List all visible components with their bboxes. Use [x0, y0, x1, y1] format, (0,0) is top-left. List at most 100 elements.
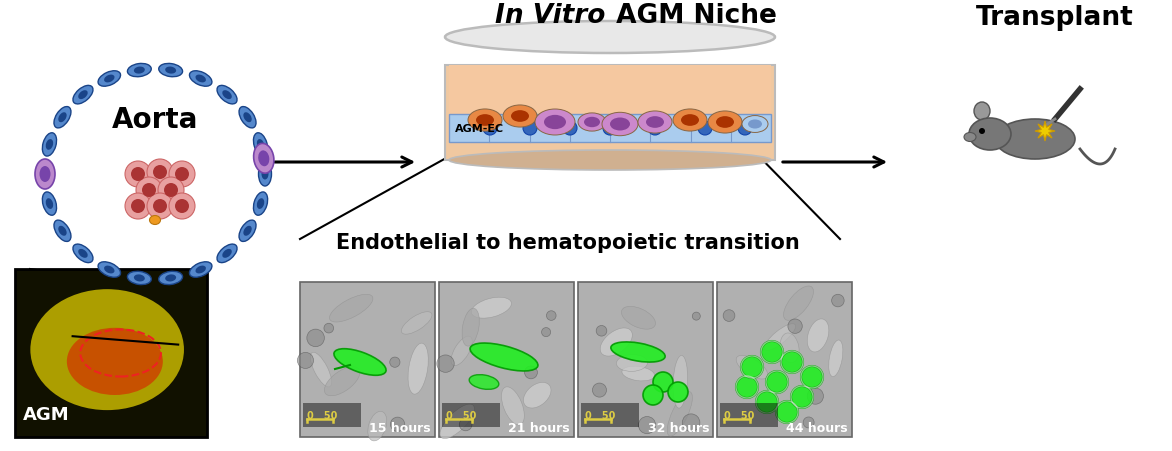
Circle shape	[146, 193, 173, 220]
Ellipse shape	[995, 120, 1075, 160]
Ellipse shape	[368, 411, 387, 441]
Ellipse shape	[681, 115, 699, 127]
Ellipse shape	[165, 275, 176, 282]
Ellipse shape	[611, 342, 666, 362]
Ellipse shape	[609, 118, 631, 131]
Circle shape	[546, 311, 556, 321]
Circle shape	[525, 366, 538, 379]
Circle shape	[791, 386, 813, 408]
Ellipse shape	[451, 336, 472, 366]
Circle shape	[323, 323, 334, 333]
Ellipse shape	[54, 107, 71, 129]
Ellipse shape	[462, 308, 479, 346]
Ellipse shape	[602, 113, 638, 136]
Ellipse shape	[524, 382, 551, 408]
Circle shape	[723, 310, 735, 322]
Ellipse shape	[511, 111, 529, 123]
Ellipse shape	[104, 75, 115, 83]
Ellipse shape	[969, 119, 1011, 151]
Ellipse shape	[40, 166, 50, 183]
Ellipse shape	[445, 22, 775, 54]
Circle shape	[298, 353, 314, 368]
Ellipse shape	[239, 107, 255, 129]
Polygon shape	[1035, 122, 1055, 142]
Ellipse shape	[965, 133, 976, 142]
Circle shape	[776, 401, 798, 423]
Bar	[442, 403, 500, 427]
Ellipse shape	[217, 86, 237, 105]
Ellipse shape	[196, 266, 206, 274]
Circle shape	[390, 417, 404, 432]
Ellipse shape	[476, 115, 495, 127]
Ellipse shape	[808, 319, 829, 352]
Bar	[449, 115, 771, 143]
Bar	[578, 282, 713, 437]
Bar	[720, 403, 778, 427]
Text: 44 hours: 44 hours	[786, 421, 849, 434]
Ellipse shape	[244, 113, 252, 123]
Ellipse shape	[764, 324, 796, 350]
Ellipse shape	[673, 110, 707, 132]
Ellipse shape	[781, 333, 799, 363]
Circle shape	[164, 184, 178, 198]
Circle shape	[146, 160, 173, 186]
Ellipse shape	[829, 341, 843, 377]
Ellipse shape	[736, 355, 768, 379]
Ellipse shape	[334, 349, 386, 376]
Ellipse shape	[239, 221, 255, 242]
Ellipse shape	[253, 193, 267, 216]
Text: 32 hours: 32 hours	[647, 421, 709, 434]
Circle shape	[136, 178, 162, 203]
Ellipse shape	[708, 112, 742, 134]
Ellipse shape	[41, 169, 48, 180]
Ellipse shape	[502, 387, 524, 425]
Circle shape	[668, 382, 688, 402]
Text: 21 hours: 21 hours	[509, 421, 570, 434]
Ellipse shape	[98, 262, 121, 278]
Circle shape	[175, 199, 189, 213]
Circle shape	[766, 371, 788, 393]
Ellipse shape	[104, 266, 115, 274]
Text: 0   50: 0 50	[724, 410, 755, 420]
Ellipse shape	[30, 290, 184, 410]
Ellipse shape	[128, 272, 151, 285]
Ellipse shape	[158, 272, 183, 285]
Ellipse shape	[35, 160, 55, 189]
Circle shape	[563, 122, 577, 136]
Ellipse shape	[134, 67, 145, 74]
Ellipse shape	[748, 120, 762, 129]
Ellipse shape	[616, 355, 647, 372]
Circle shape	[781, 351, 803, 373]
Ellipse shape	[42, 133, 56, 157]
Circle shape	[803, 417, 815, 428]
Ellipse shape	[128, 64, 151, 78]
Bar	[445, 66, 775, 161]
Ellipse shape	[258, 151, 270, 167]
Ellipse shape	[503, 106, 537, 128]
Ellipse shape	[54, 221, 71, 242]
Bar	[15, 269, 207, 437]
Circle shape	[761, 341, 783, 363]
Circle shape	[125, 161, 151, 188]
Circle shape	[483, 122, 497, 136]
Ellipse shape	[667, 392, 693, 436]
Text: 15 hours: 15 hours	[369, 421, 431, 434]
Text: 0   50: 0 50	[307, 410, 338, 420]
Ellipse shape	[46, 140, 53, 151]
Text: 0   50: 0 50	[447, 410, 476, 420]
Text: AGM: AGM	[23, 405, 69, 423]
Ellipse shape	[638, 112, 672, 134]
Circle shape	[699, 122, 713, 136]
Text: Endothelial to hematopoietic transition: Endothelial to hematopoietic transition	[336, 232, 799, 253]
Ellipse shape	[59, 226, 67, 236]
Ellipse shape	[469, 375, 499, 390]
Ellipse shape	[325, 367, 360, 396]
Ellipse shape	[584, 118, 600, 128]
Ellipse shape	[79, 91, 88, 100]
Circle shape	[808, 388, 824, 405]
Ellipse shape	[329, 295, 373, 322]
Ellipse shape	[79, 249, 88, 258]
Ellipse shape	[600, 328, 633, 356]
Ellipse shape	[621, 307, 655, 329]
Circle shape	[738, 122, 752, 136]
